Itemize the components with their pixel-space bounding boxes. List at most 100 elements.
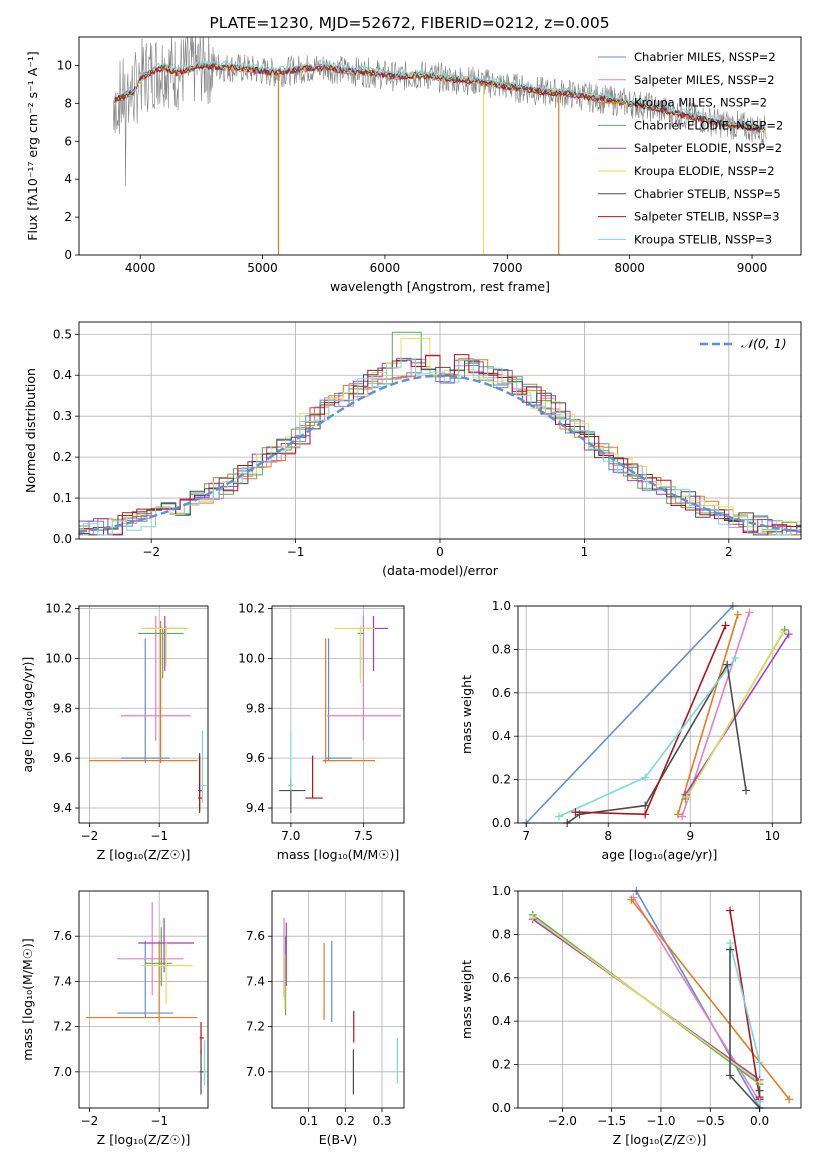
x-tick-label: 7000 <box>492 261 523 275</box>
mass-weight-marker <box>726 906 735 915</box>
mass-weight-marker <box>745 608 754 617</box>
y-tick-label: 0.1 <box>53 491 72 505</box>
axes-age_vs_Z: −2 −1 9.4 9.6 9.8 10.0 10.2 Z [log₁₀(Z/Z☉)] age … <box>20 601 209 862</box>
y-tick-label: 7.6 <box>53 929 72 943</box>
axes-frame <box>78 890 209 1109</box>
mass-weight-marker <box>528 913 537 922</box>
x-tick-label: 8000 <box>614 261 645 275</box>
mass-weight-marker <box>673 810 682 819</box>
mass-weight-marker <box>755 1077 764 1086</box>
y-tick-label: 9.4 <box>53 801 72 815</box>
mass-weight-marker <box>627 895 636 904</box>
y-tick-label: 2 <box>64 210 72 224</box>
y-tick-label: 0.2 <box>492 1058 511 1072</box>
mass-weight-line-2 <box>630 899 790 1100</box>
axes-frame <box>517 890 802 1109</box>
plot-area-residuals <box>79 331 801 536</box>
y-tick-label: 0.6 <box>492 971 511 985</box>
y-axis-label: Normed distribution <box>23 368 38 493</box>
axes-mass_vs_ebv: 0.1 0.2 0.3 7.0 7.2 7.4 7.6 E(B-V) <box>246 890 405 1147</box>
y-tick-label: 0.3 <box>53 409 72 423</box>
y-tick-label: 0.8 <box>492 642 511 656</box>
plot-area-mass_vs_ebv <box>283 918 398 1095</box>
y-tick-label: 0.4 <box>53 368 72 382</box>
chart-title: PLATE=1230, MJD=52672, FIBERID=0212, z=0… <box>209 14 609 32</box>
x-tick-label: 9 <box>686 829 694 843</box>
x-tick-label: 0.1 <box>299 1114 318 1128</box>
legend-residuals: 𝒩(0, 1) <box>700 336 787 351</box>
x-tick-label: 4000 <box>125 261 156 275</box>
axes-spectrum: Chabrier MILES, NSSP=2 Salpeter MILES, NS… <box>25 14 802 294</box>
y-axis-label: mass weight <box>459 675 474 754</box>
x-tick-label: −2 <box>81 829 99 843</box>
y-tick-label: 9.4 <box>246 801 265 815</box>
x-tick-label: −1.5 <box>597 1114 626 1128</box>
x-tick-label: −1 <box>150 1114 168 1128</box>
mass-weight-line-0 <box>525 606 734 823</box>
y-tick-label: 7.4 <box>53 974 72 988</box>
x-tick-label: 5000 <box>247 261 278 275</box>
y-tick-label: 0.2 <box>492 773 511 787</box>
x-axis-label: Z [log₁₀(Z/Z☉)] <box>97 847 191 862</box>
axes-mass_vs_Z: −2 −1 7.0 7.2 7.4 7.6 Z [log₁₀(Z/Z☉)] mass [log… <box>20 890 209 1147</box>
axes-frame <box>78 36 802 256</box>
mass-weight-marker <box>778 628 787 637</box>
y-tick-label: 4 <box>64 172 72 186</box>
plot-area-age_vs_mass <box>279 615 402 814</box>
x-tick-label: 6000 <box>370 261 401 275</box>
y-tick-label: 0.0 <box>492 1101 511 1115</box>
x-tick-label: 7.5 <box>354 829 373 843</box>
mass-weight-marker <box>641 801 650 810</box>
x-tick-label: 0.2 <box>336 1114 355 1128</box>
mass-weight-marker <box>733 610 742 619</box>
legend-label: 𝒩(0, 1) <box>741 336 787 351</box>
y-tick-label: 9.6 <box>53 751 72 765</box>
axes-frame <box>271 605 405 824</box>
x-axis-label: (data-model)/error <box>382 563 499 578</box>
y-tick-label: 9.8 <box>246 701 265 715</box>
legend-label: Salpeter ELODIE, NSSP=2 <box>634 141 782 155</box>
x-axis-label: mass [log₁₀(M/M☉)] <box>277 847 399 862</box>
x-tick-label: −2 <box>142 545 160 559</box>
y-tick-label: 0.5 <box>53 327 72 341</box>
mass-weight-marker <box>723 660 732 669</box>
mass-weight-marker <box>682 792 691 801</box>
axes-mw_vs_Z: −2.0 −1.5 −1.0 −0.5 0.0 0.0 0.2 0.4 0.6 0.8 1.0 Z [… <box>459 884 802 1147</box>
mass-weight-line-0 <box>635 891 761 1108</box>
axes-frame <box>78 605 209 824</box>
axes-frame <box>271 890 405 1109</box>
y-tick-label: 7.2 <box>246 1020 265 1034</box>
mass-weight-marker <box>721 621 730 630</box>
mass-weight-line-5 <box>532 916 761 1083</box>
x-axis-label: age [log₁₀(age/yr)] <box>602 847 718 862</box>
axes-age_vs_mass: 7.0 7.5 9.4 9.6 9.8 10.0 10.2 mass [log₁₀(M/M☉)… <box>238 601 405 862</box>
model-spectrum-line-8 <box>114 58 766 130</box>
legend-label: Chabrier ELODIE, NSSP=2 <box>634 118 783 132</box>
y-tick-label: 8 <box>64 96 72 110</box>
mass-weight-marker <box>755 1097 764 1106</box>
y-tick-label: 0.4 <box>492 729 511 743</box>
y-tick-label: 7.2 <box>53 1020 72 1034</box>
mass-weight-marker <box>678 812 687 821</box>
legend-label: Kroupa STELIB, NSSP=3 <box>634 232 772 246</box>
legend-label: Kroupa MILES, NSSP=2 <box>634 96 767 110</box>
legend-label: Salpeter MILES, NSSP=2 <box>634 73 775 87</box>
gaussian-curve <box>79 374 801 533</box>
y-tick-label: 7.4 <box>246 974 265 988</box>
y-tick-label: 6 <box>64 134 72 148</box>
axes-residuals: 𝒩(0, 1) −2 −1 0 1 2 0.0 0.1 0.2 0.3 0.4 0.5 (data-mo… <box>23 321 802 578</box>
x-tick-label: 10 <box>765 829 780 843</box>
x-axis-label: E(B-V) <box>319 1132 358 1147</box>
y-tick-label: 9.8 <box>53 701 72 715</box>
x-tick-label: 7.0 <box>281 829 300 843</box>
y-tick-label: 7.0 <box>53 1065 72 1079</box>
model-spectrum-line-5 <box>114 61 766 133</box>
x-tick-label: 2 <box>725 545 733 559</box>
y-tick-label: 0.4 <box>492 1014 511 1028</box>
axes-mw_vs_age: 7 8 9 10 0.0 0.2 0.4 0.6 0.8 1.0 age [log₁₀(age/yr… <box>459 599 802 862</box>
x-tick-label: 0 <box>436 545 444 559</box>
mass-weight-marker <box>784 630 793 639</box>
mass-weight-marker <box>731 654 740 663</box>
